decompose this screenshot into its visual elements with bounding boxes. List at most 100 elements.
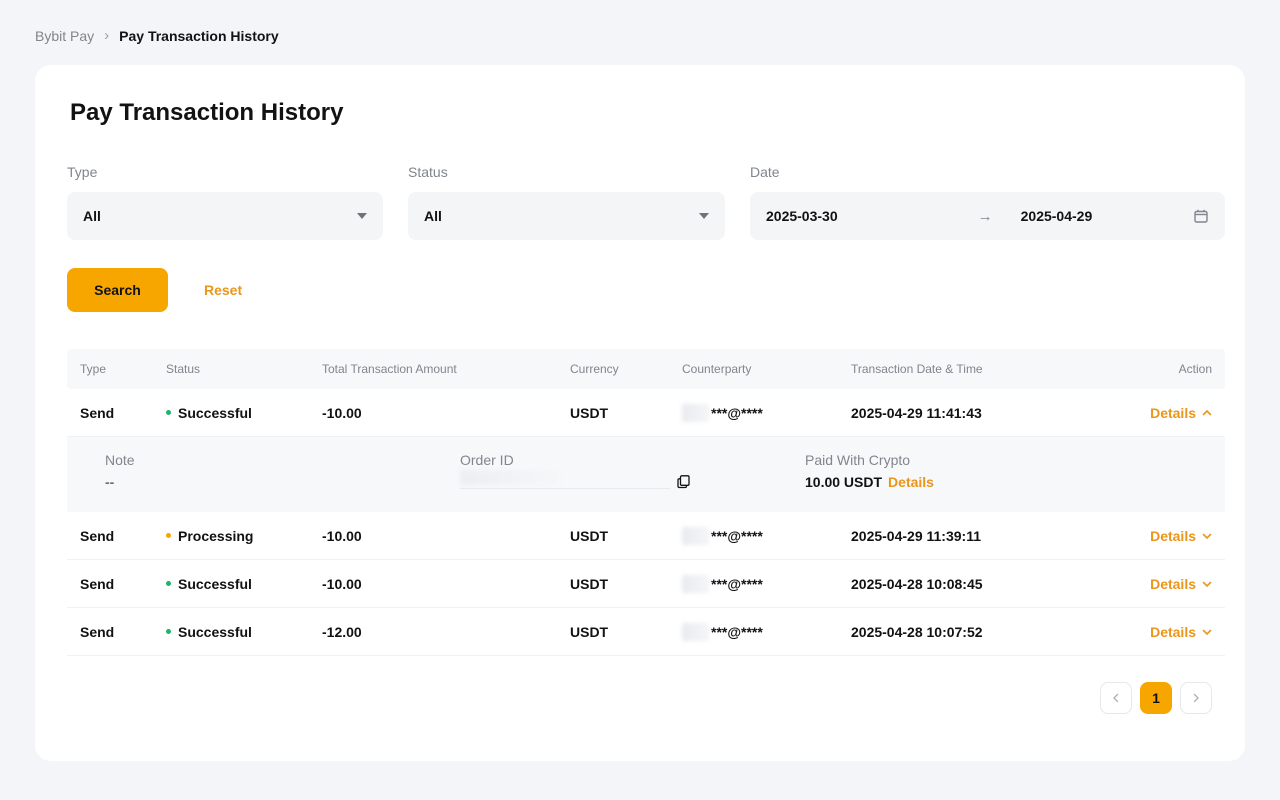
cell-counterparty: ***@**** <box>682 575 851 593</box>
cell-amount: -10.00 <box>322 576 570 592</box>
cell-currency: USDT <box>570 528 682 544</box>
cell-status: Successful <box>166 576 322 592</box>
cell-amount: -10.00 <box>322 405 570 421</box>
status-select-value: All <box>424 208 442 224</box>
filter-actions: Search Reset <box>67 268 1225 312</box>
cell-amount: -10.00 <box>322 528 570 544</box>
status-text: Successful <box>178 576 252 592</box>
status-dot <box>166 581 171 586</box>
cell-currency: USDT <box>570 576 682 592</box>
redacted-order-id-chip <box>460 470 562 485</box>
chevron-down-icon <box>1202 531 1212 541</box>
counterparty-text: ***@**** <box>711 405 763 421</box>
cell-type: Send <box>80 528 166 544</box>
date-range-arrow-icon: → <box>978 208 993 225</box>
header-action: Action <box>1179 362 1212 376</box>
type-filter-group: Type All <box>67 164 383 240</box>
note-group: Note -- <box>105 452 460 512</box>
type-select-value: All <box>83 208 101 224</box>
cell-amount: -12.00 <box>322 624 570 640</box>
table-row: Send Successful -10.00 USDT ***@**** 202… <box>67 389 1225 437</box>
cell-counterparty: ***@**** <box>682 623 851 641</box>
pagination: 1 <box>67 682 1225 714</box>
details-button[interactable]: Details <box>1150 405 1212 421</box>
counterparty-text: ***@**** <box>711 528 763 544</box>
search-button[interactable]: Search <box>67 268 168 312</box>
redacted-counterparty-chip <box>682 527 709 545</box>
cell-datetime: 2025-04-28 10:07:52 <box>851 624 1112 640</box>
chevron-up-icon <box>1202 408 1212 418</box>
header-counterparty: Counterparty <box>682 362 851 376</box>
cell-action: Details <box>1150 576 1212 592</box>
status-filter-label: Status <box>408 164 725 180</box>
breadcrumb-separator-icon: › <box>104 27 109 44</box>
cell-action: Details <box>1150 405 1212 421</box>
status-dot <box>166 629 171 634</box>
pagination-prev-button[interactable] <box>1100 682 1132 714</box>
paid-with-crypto-label: Paid With Crypto <box>805 452 1225 468</box>
transactions-table: Type Status Total Transaction Amount Cur… <box>67 349 1225 656</box>
cell-currency: USDT <box>570 624 682 640</box>
cell-type: Send <box>80 405 166 421</box>
status-dot <box>166 410 171 415</box>
type-filter-label: Type <box>67 164 383 180</box>
breadcrumb-current: Pay Transaction History <box>119 28 279 44</box>
header-currency: Currency <box>570 362 682 376</box>
header-amount: Total Transaction Amount <box>322 362 570 376</box>
cell-counterparty: ***@**** <box>682 527 851 545</box>
table-row: Send Successful -12.00 USDT ***@**** 202… <box>67 608 1225 656</box>
date-filter-label: Date <box>750 164 1225 180</box>
chevron-down-icon <box>1202 579 1212 589</box>
cell-action: Details <box>1150 624 1212 640</box>
cell-type: Send <box>80 576 166 592</box>
calendar-icon[interactable] <box>1193 208 1209 224</box>
pay-transaction-history-card: Pay Transaction History Type All Status … <box>35 65 1245 761</box>
chevron-down-icon <box>1202 627 1212 637</box>
date-start-value[interactable]: 2025-03-30 <box>766 208 838 224</box>
copy-icon[interactable] <box>676 474 691 489</box>
details-button[interactable]: Details <box>1150 624 1212 640</box>
type-select[interactable]: All <box>67 192 383 240</box>
date-end-value[interactable]: 2025-04-29 <box>1021 208 1093 224</box>
status-select[interactable]: All <box>408 192 725 240</box>
redacted-counterparty-chip <box>682 404 709 422</box>
breadcrumb-bybit-pay[interactable]: Bybit Pay <box>35 28 94 44</box>
cell-datetime: 2025-04-29 11:39:11 <box>851 528 1112 544</box>
reset-button[interactable]: Reset <box>204 282 242 298</box>
details-button[interactable]: Details <box>1150 576 1212 592</box>
counterparty-text: ***@**** <box>711 576 763 592</box>
breadcrumb: Bybit Pay › Pay Transaction History <box>0 0 1280 44</box>
pagination-page-1-button[interactable]: 1 <box>1140 682 1172 714</box>
header-datetime: Transaction Date & Time <box>851 362 1112 376</box>
chevron-down-icon <box>699 213 709 219</box>
header-status: Status <box>166 362 322 376</box>
details-button[interactable]: Details <box>1150 528 1212 544</box>
page-title: Pay Transaction History <box>67 99 1225 127</box>
order-id-value <box>460 470 805 489</box>
date-filter-group: Date 2025-03-30 → 2025-04-29 <box>750 164 1225 240</box>
paid-amount: 10.00 USDT <box>805 474 882 490</box>
cell-status: Successful <box>166 624 322 640</box>
note-value: -- <box>105 474 460 490</box>
counterparty-text: ***@**** <box>711 624 763 640</box>
redacted-counterparty-chip <box>682 623 709 641</box>
cell-type: Send <box>80 624 166 640</box>
note-label: Note <box>105 452 460 468</box>
paid-with-crypto-group: Paid With Crypto 10.00 USDT Details <box>805 452 1225 512</box>
date-range-picker[interactable]: 2025-03-30 → 2025-04-29 <box>750 192 1225 240</box>
header-type: Type <box>80 362 166 376</box>
status-text: Successful <box>178 624 252 640</box>
redacted-counterparty-chip <box>682 575 709 593</box>
expanded-detail-panel: Note -- Order ID <box>67 437 1225 512</box>
cell-currency: USDT <box>570 405 682 421</box>
paid-with-crypto-value: 10.00 USDT Details <box>805 474 1225 490</box>
cell-status: Processing <box>166 528 322 544</box>
order-id-group: Order ID <box>460 452 805 512</box>
paid-details-link[interactable]: Details <box>888 474 934 490</box>
table-row: Send Processing -10.00 USDT ***@**** 202… <box>67 512 1225 560</box>
pagination-next-button[interactable] <box>1180 682 1212 714</box>
table-header-row: Type Status Total Transaction Amount Cur… <box>67 349 1225 389</box>
status-text: Processing <box>178 528 253 544</box>
status-filter-group: Status All <box>408 164 725 240</box>
order-id-label: Order ID <box>460 452 805 468</box>
